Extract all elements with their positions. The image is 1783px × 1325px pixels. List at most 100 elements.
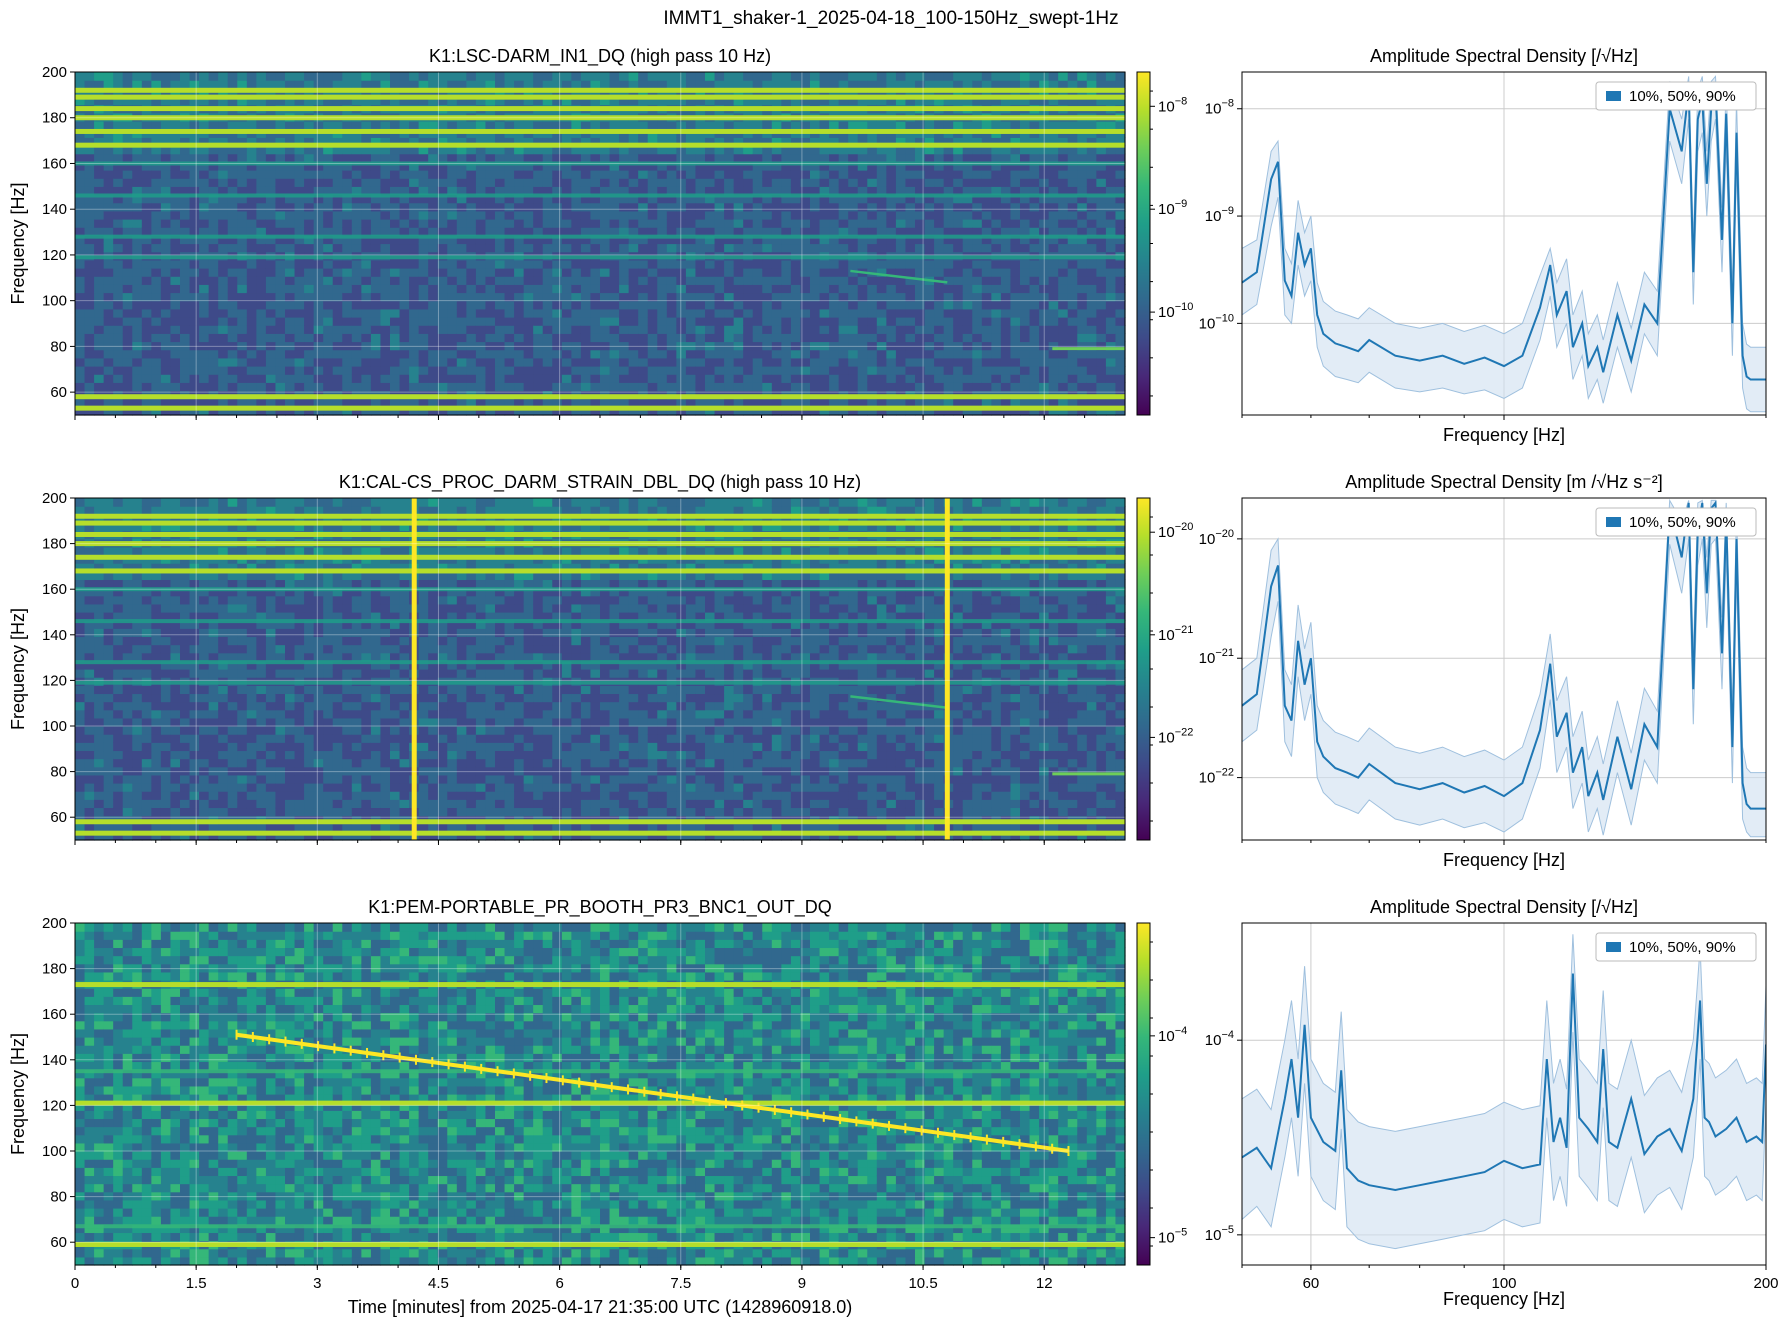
spectral-line-moderate (75, 161, 1125, 166)
legend-swatch (1606, 517, 1621, 527)
y-tick-label: 80 (50, 338, 67, 355)
colorbar-tick-label: 10−8 (1158, 95, 1187, 115)
spectral-line-bright (75, 106, 1125, 112)
asd-percentile-band (1242, 75, 1766, 413)
y-axis-label: Frequency [Hz] (8, 608, 28, 730)
y-tick-label: 120 (42, 1097, 67, 1114)
spectral-line-moderate (75, 1224, 1125, 1229)
glitch-vertical-line (944, 498, 950, 840)
y-tick-label: 200 (42, 490, 67, 507)
colorbar-tick-label: 10−5 (1158, 1227, 1187, 1247)
y-tick-label: 100 (42, 1143, 67, 1160)
colorbar-tick-label: 10−20 (1158, 521, 1193, 541)
spectral-line-bright (75, 531, 1125, 537)
spectral-line-moderate (75, 587, 1125, 592)
y-tick-label: 140 (42, 201, 67, 218)
asd-legend: 10%, 50%, 90% (1595, 81, 1757, 111)
y-tick-label: 10−10 (1199, 312, 1234, 332)
legend-label: 10%, 50%, 90% (1629, 939, 1736, 956)
colorbar-tick-label: 10−22 (1158, 726, 1193, 746)
spectral-line-bright (75, 568, 1125, 574)
y-tick-label: 200 (42, 915, 67, 932)
spectral-line-bright (75, 1100, 1125, 1106)
y-tick-label: 180 (42, 536, 67, 553)
colorbar-tick-label: 10−21 (1158, 624, 1193, 644)
y-tick-label: 10−20 (1199, 528, 1234, 548)
asd-median-line (1242, 89, 1766, 381)
spectral-line-bright (75, 128, 1125, 134)
legend-frame (1595, 932, 1757, 962)
colorbar: 10−20 10−21 10−22 (1136, 497, 1193, 841)
spectral-line-bright (75, 819, 1125, 825)
figure-suptitle: IMMT1_shaker-1_2025-04-18_100-150Hz_swep… (663, 8, 1118, 29)
y-tick-label: 10−22 (1199, 767, 1234, 787)
y-tick-label: 80 (50, 764, 67, 781)
spectral-line-moderate (75, 1069, 1125, 1074)
spectral-line-bright (75, 541, 1125, 547)
x-tick-label: 3 (313, 1275, 321, 1292)
asd-panel-6: 10−5 10−4 60 100 200 Amplitude Spectral Densi… (1205, 897, 1779, 1309)
y-axis-label: Frequency [Hz] (8, 182, 28, 304)
legend-frame (1595, 507, 1757, 537)
spectrogram-noise-field (75, 923, 1126, 1266)
spectrogram-title: K1:CAL-CS_PROC_DARM_STRAIN_DBL_DQ (high … (339, 472, 861, 493)
colorbar-tick-label: 10−10 (1158, 301, 1193, 321)
y-tick-label: 60 (50, 384, 67, 401)
spectral-line-moderate (75, 619, 1125, 624)
colorbar-tick-label: 10−4 (1158, 1025, 1187, 1045)
colorbar-tick-label: 10−9 (1158, 198, 1187, 218)
legend-frame (1595, 81, 1757, 111)
x-axis-label: Frequency [Hz] (1443, 1289, 1565, 1309)
asd-panel-4: 10−10 10−9 10−8 Amplitude Spectral Density … (1199, 46, 1767, 445)
x-tick-label: 4.5 (428, 1275, 449, 1292)
legend-swatch (1606, 91, 1621, 101)
x-tick-label: 100 (1491, 1275, 1516, 1292)
spectrogram-title: K1:PEM-PORTABLE_PR_BOOTH_PR3_BNC1_OUT_DQ (368, 897, 831, 918)
spectral-line-bright (75, 94, 1125, 100)
x-tick-label: 10.5 (908, 1275, 937, 1292)
y-tick-label: 160 (42, 155, 67, 172)
x-tick-label: 60 (1303, 1275, 1320, 1292)
y-tick-label: 10−9 (1205, 205, 1234, 225)
x-tick-label: 1.5 (186, 1275, 207, 1292)
faint-sweep-trace (850, 695, 948, 710)
asd-percentile-band (1242, 498, 1766, 838)
injected-sweep (235, 1029, 1070, 1156)
asd-title: Amplitude Spectral Density [m /√Hz s⁻²] (1345, 472, 1662, 492)
asd-title: Amplitude Spectral Density [/√Hz] (1370, 46, 1638, 66)
y-tick-label: 100 (42, 293, 67, 310)
y-tick-label: 10−8 (1205, 98, 1234, 118)
asd-median-line (1242, 500, 1766, 810)
spectral-line-moderate (75, 680, 1125, 685)
asd-title: Amplitude Spectral Density [/√Hz] (1370, 897, 1638, 917)
y-tick-label: 80 (50, 1189, 67, 1206)
spectrogram-panel-1: 60 80 100 120 140 160 180 200 K1:LSC-DARM_IN1_DQ… (8, 46, 1193, 420)
spectrogram-noise-field (75, 72, 1126, 416)
sweep-line (236, 1032, 1069, 1153)
y-tick-label: 60 (50, 1234, 67, 1251)
legend-label: 10%, 50%, 90% (1629, 514, 1736, 531)
y-tick-label: 120 (42, 672, 67, 689)
y-tick-label: 100 (42, 718, 67, 735)
spectrogram-panel-3: 60 80 100 120 140 160 180 200 0 1.5 3 4.5 6 7.5 9 10.5 1… (8, 897, 1187, 1317)
y-tick-label: 160 (42, 1006, 67, 1023)
y-tick-label: 180 (42, 110, 67, 127)
asd-data (1242, 934, 1766, 1250)
glitch-vertical-line (411, 498, 417, 840)
x-tick-label: 7.5 (670, 1275, 691, 1292)
x-axis-label: Time [minutes] from 2025-04-17 21:35:00 … (348, 1297, 853, 1317)
y-tick-label: 10−21 (1199, 647, 1234, 667)
spectral-line-bright (75, 115, 1125, 121)
x-axis-label: Frequency [Hz] (1443, 425, 1565, 445)
asd-panel-5: 10−22 10−21 10−20 Amplitude Spectral Densit… (1199, 472, 1767, 870)
spectrogram-panel-2: 60 80 100 120 140 160 180 200 K1:CAL-CS_PROC_DAR… (8, 472, 1193, 845)
colorbar: 10−4 10−5 (1136, 922, 1187, 1266)
asd-median-line (1242, 973, 1766, 1192)
colorbar-gradient (1136, 922, 1151, 1266)
y-tick-label: 200 (42, 64, 67, 81)
spectral-line-bright (75, 982, 1125, 988)
y-tick-label: 140 (42, 1052, 67, 1069)
spectral-line-bright (75, 513, 1125, 519)
spectral-line-moderate (75, 234, 1125, 239)
